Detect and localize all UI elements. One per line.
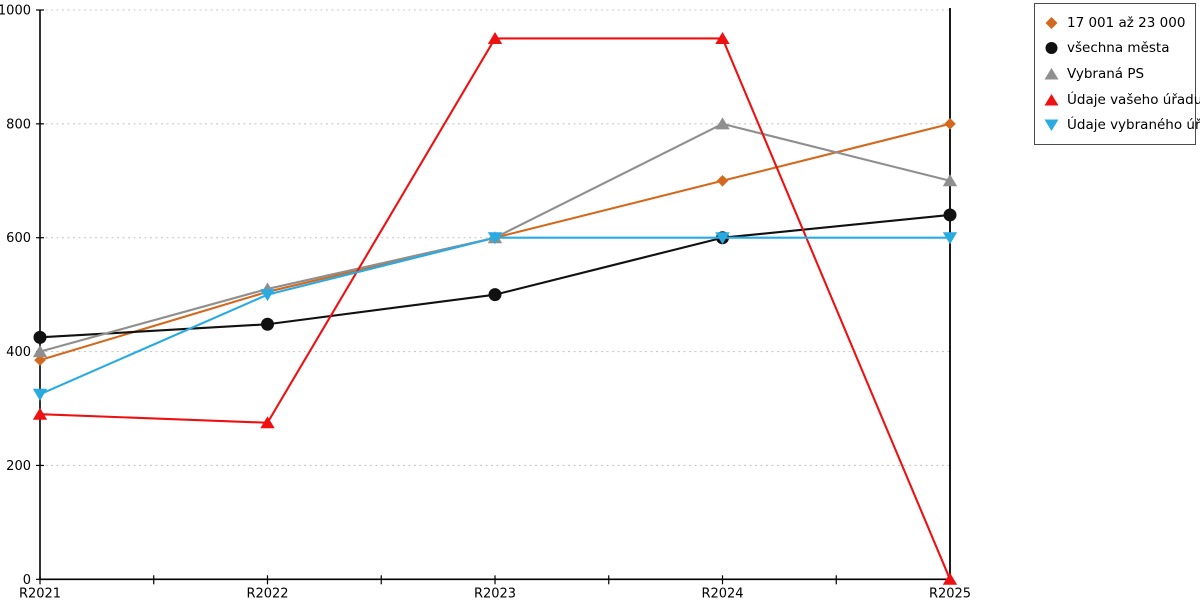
series-4-point xyxy=(260,289,275,302)
legend-entry: 17 001 až 23 000 xyxy=(1044,11,1187,35)
series-4-point xyxy=(487,232,503,245)
series-3-point xyxy=(260,416,275,429)
legend-entry: Vybraná PS xyxy=(1044,62,1187,86)
y-tick-label: 0 xyxy=(23,573,31,588)
triangle-up-marker-icon xyxy=(1044,67,1059,81)
y-tick-label: 400 xyxy=(6,345,31,360)
x-tick-label: R2024 xyxy=(701,586,743,600)
y-tick-label: 800 xyxy=(6,117,31,132)
legend-label: 17 001 až 23 000 xyxy=(1067,14,1186,31)
series-2-point xyxy=(942,174,958,187)
series-2-point xyxy=(715,117,730,130)
series-4-point xyxy=(942,232,958,245)
legend-label: Vybraná PS xyxy=(1067,65,1145,82)
x-tick-label: R2023 xyxy=(474,586,516,600)
series-0-point xyxy=(716,174,729,187)
x-tick-label: R2021 xyxy=(19,586,61,600)
x-tick-label: R2025 xyxy=(929,586,971,600)
x-tick-label: R2022 xyxy=(246,586,288,600)
series-3-point xyxy=(942,572,958,585)
triangle-down-marker-icon xyxy=(1044,118,1059,132)
series-4-point xyxy=(715,232,730,245)
legend-label: Údaje vybraného úřadu xyxy=(1067,117,1200,134)
series-3-point xyxy=(715,31,730,44)
y-tick-label: 200 xyxy=(6,459,31,474)
series-1-point xyxy=(33,330,47,344)
series-1-point xyxy=(943,208,957,222)
diamond-marker-icon xyxy=(1044,16,1059,30)
series-line-3 xyxy=(39,37,951,580)
legend-label: všechna města xyxy=(1067,40,1170,57)
y-tick-label: 1000 xyxy=(0,4,31,19)
series-0-point xyxy=(944,118,956,130)
series-4-point xyxy=(32,388,48,401)
series-3-point xyxy=(32,407,48,420)
legend: 17 001 až 23 000 všechna města Vybraná P… xyxy=(1034,3,1200,145)
series-0-point xyxy=(34,354,46,366)
circle-marker-icon xyxy=(1044,41,1059,55)
series-1-point xyxy=(261,317,274,331)
legend-entry: všechna města xyxy=(1044,36,1187,60)
y-tick-label: 600 xyxy=(6,231,31,246)
series-3-point xyxy=(487,31,503,44)
triangle-up-marker-icon xyxy=(1044,93,1059,107)
legend-entry: Údaje vašeho úřadu xyxy=(1044,88,1200,112)
series-1-point xyxy=(488,288,502,302)
series-2-point xyxy=(32,345,48,358)
legend-entry: Údaje vybraného úřadu xyxy=(1044,113,1200,137)
series-line-4 xyxy=(39,236,950,396)
legend-label: Údaje vašeho úřadu xyxy=(1067,91,1200,108)
